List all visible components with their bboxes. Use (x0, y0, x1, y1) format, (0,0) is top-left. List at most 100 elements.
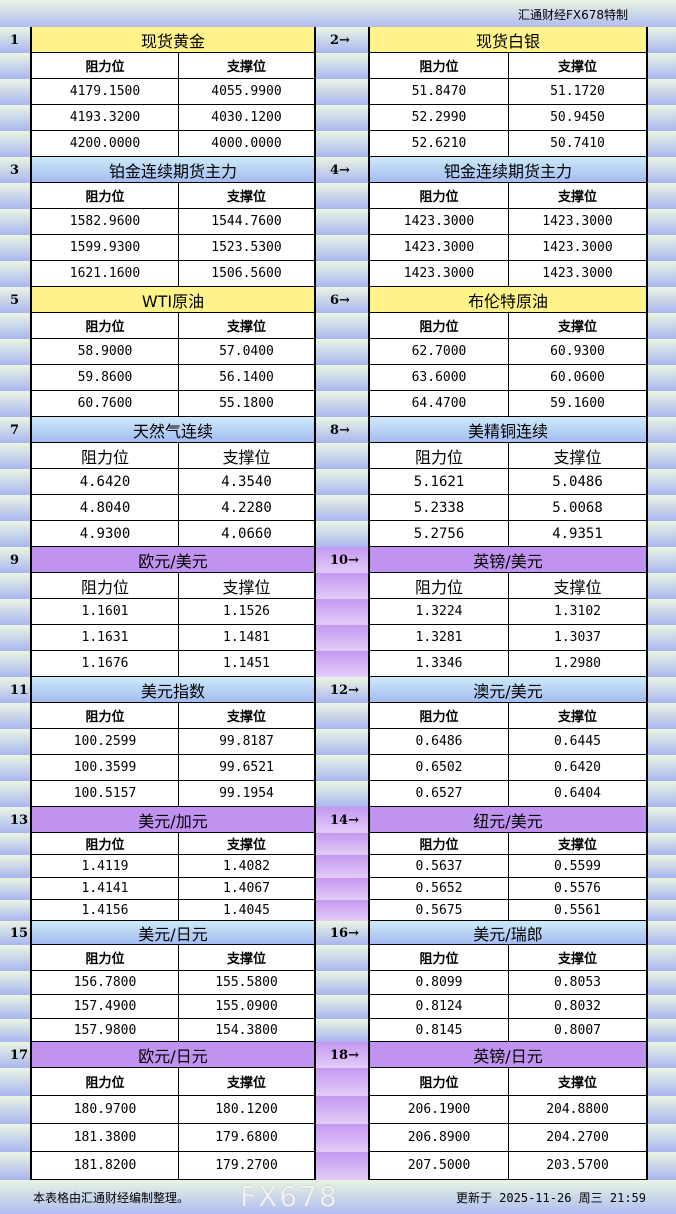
section-number: 5 (10, 292, 20, 308)
support-header: 支撑位 (509, 1068, 648, 1096)
section-title: 美元/加元 (30, 807, 316, 833)
resistance-value: 5.2756 (368, 521, 509, 547)
support-value: 50.9450 (509, 105, 648, 131)
resistance-value: 1.4156 (30, 900, 179, 921)
section-number: 6→ (330, 292, 350, 308)
section-title: 英镑/美元 (368, 547, 648, 573)
section-title: 欧元/日元 (30, 1042, 316, 1068)
support-value: 1.4082 (179, 855, 316, 878)
middle-band (316, 878, 368, 900)
support-value: 155.5800 (179, 971, 316, 995)
support-value: 0.5561 (509, 900, 648, 921)
resistance-value: 1.3281 (368, 625, 509, 651)
support-header: 支撑位 (179, 573, 316, 599)
resistance-value: 1.4119 (30, 855, 179, 878)
support-value: 60.9300 (509, 339, 648, 365)
middle-band (316, 1124, 368, 1152)
support-value: 1.1526 (179, 599, 316, 625)
resistance-value: 58.9000 (30, 339, 179, 365)
resistance-value: 4.9300 (30, 521, 179, 547)
section-number: 16→ (330, 925, 359, 941)
section-title: 美元指数 (30, 677, 316, 703)
support-value: 5.0068 (509, 495, 648, 521)
section-title: 纽元/美元 (368, 807, 648, 833)
support-value: 204.2700 (509, 1124, 648, 1152)
resistance-value: 206.8900 (368, 1124, 509, 1152)
support-value: 4055.9900 (179, 79, 316, 105)
resistance-header: 阻力位 (30, 443, 179, 469)
resistance-value: 1.3224 (368, 599, 509, 625)
resistance-header: 阻力位 (368, 443, 509, 469)
support-header: 支撑位 (179, 1068, 316, 1096)
resistance-header: 阻力位 (30, 833, 179, 855)
support-value: 1.3102 (509, 599, 648, 625)
resistance-header: 阻力位 (368, 183, 509, 209)
resistance-value: 0.8099 (368, 971, 509, 995)
resistance-value: 1.1676 (30, 651, 179, 677)
support-value: 4.3540 (179, 469, 316, 495)
brand-label: 汇通财经FX678特制 (517, 8, 628, 22)
resistance-value: 4200.0000 (30, 131, 179, 157)
support-value: 1423.3000 (509, 261, 648, 287)
resistance-value: 62.7000 (368, 339, 509, 365)
support-value: 1.3037 (509, 625, 648, 651)
support-value: 0.6404 (509, 781, 648, 807)
support-value: 1506.5600 (179, 261, 316, 287)
support-header: 支撑位 (509, 833, 648, 855)
support-header: 支撑位 (179, 945, 316, 971)
support-value: 1544.7600 (179, 209, 316, 235)
resistance-value: 4.8040 (30, 495, 179, 521)
resistance-value: 64.4700 (368, 391, 509, 417)
resistance-value: 180.9700 (30, 1096, 179, 1124)
resistance-value: 157.4900 (30, 995, 179, 1019)
support-value: 99.6521 (179, 755, 316, 781)
support-value: 0.5576 (509, 878, 648, 900)
middle-band (316, 599, 368, 625)
support-value: 155.0900 (179, 995, 316, 1019)
resistance-value: 1621.1600 (30, 261, 179, 287)
resistance-value: 0.6486 (368, 729, 509, 755)
resistance-header: 阻力位 (30, 703, 179, 729)
resistance-value: 0.8145 (368, 1019, 509, 1042)
resistance-value: 1.3346 (368, 651, 509, 677)
section-number: 13 (10, 812, 29, 828)
section-title: WTI原油 (30, 287, 316, 313)
resistance-value: 0.5652 (368, 878, 509, 900)
support-value: 0.6445 (509, 729, 648, 755)
support-value: 179.2700 (179, 1152, 316, 1180)
section-title: 钯金连续期货主力 (368, 157, 648, 183)
support-value: 1.4067 (179, 878, 316, 900)
resistance-value: 1423.3000 (368, 235, 509, 261)
middle-band (316, 573, 368, 599)
support-value: 57.0400 (179, 339, 316, 365)
middle-band (316, 807, 368, 833)
support-value: 4000.0000 (179, 131, 316, 157)
resistance-header: 阻力位 (30, 945, 179, 971)
support-value: 1.1481 (179, 625, 316, 651)
resistance-header: 阻力位 (368, 703, 509, 729)
resistance-value: 0.8124 (368, 995, 509, 1019)
support-value: 56.1400 (179, 365, 316, 391)
section-number: 18→ (330, 1047, 359, 1063)
resistance-header: 阻力位 (368, 53, 509, 79)
top-bar: 汇通财经FX678特制 (0, 0, 676, 27)
support-value: 1423.3000 (509, 209, 648, 235)
support-value: 1423.3000 (509, 235, 648, 261)
section-title: 现货白银 (368, 27, 648, 53)
support-value: 154.3800 (179, 1019, 316, 1042)
middle-band (316, 547, 368, 573)
section-title: 欧元/美元 (30, 547, 316, 573)
support-value: 4.9351 (509, 521, 648, 547)
section-number: 7 (10, 422, 20, 438)
support-value: 4.0660 (179, 521, 316, 547)
resistance-value: 181.8200 (30, 1152, 179, 1180)
support-value: 0.5599 (509, 855, 648, 878)
support-header: 支撑位 (509, 945, 648, 971)
support-value: 50.7410 (509, 131, 648, 157)
middle-band (316, 1068, 368, 1096)
support-value: 99.1954 (179, 781, 316, 807)
support-header: 支撑位 (179, 443, 316, 469)
resistance-header: 阻力位 (30, 183, 179, 209)
support-header: 支撑位 (509, 443, 648, 469)
resistance-value: 100.2599 (30, 729, 179, 755)
